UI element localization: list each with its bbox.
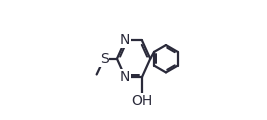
Text: N: N	[120, 70, 131, 84]
Text: OH: OH	[131, 94, 152, 108]
Text: N: N	[120, 33, 131, 47]
Text: S: S	[100, 52, 108, 66]
